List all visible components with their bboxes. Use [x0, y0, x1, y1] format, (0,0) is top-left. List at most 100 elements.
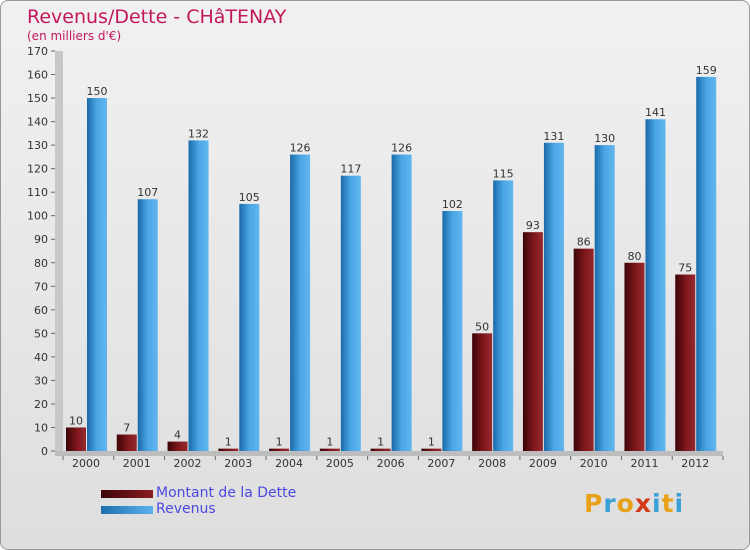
logo-letter: x — [634, 489, 652, 518]
logo-letter: o — [616, 489, 635, 518]
bar-revenus — [442, 211, 463, 451]
bar-dette — [472, 333, 493, 451]
x-tick-label: 2001 — [123, 457, 151, 470]
x-tick-label: 2011 — [630, 457, 658, 470]
y-tick-label: 80 — [34, 257, 48, 270]
x-tick-label: 2005 — [326, 457, 354, 470]
logo-letter: i — [652, 489, 662, 518]
y-tick-label: 20 — [34, 398, 48, 411]
data-label-dette: 50 — [475, 320, 489, 333]
bar-dette — [116, 434, 137, 451]
data-label-dette: 1 — [276, 436, 283, 449]
data-label-dette: 10 — [69, 414, 83, 427]
data-label-revenus: 150 — [87, 85, 108, 98]
bar-dette — [624, 262, 645, 451]
bar-dette — [421, 448, 442, 451]
y-tick-label: 150 — [27, 92, 48, 105]
data-label-dette: 1 — [326, 436, 333, 449]
bar-dette — [218, 448, 239, 451]
legend-label-revenus: Revenus — [156, 501, 216, 517]
bar-revenus — [594, 145, 615, 451]
logo-letter: r — [603, 489, 617, 518]
bar-dette — [675, 274, 696, 451]
data-label-dette: 93 — [526, 219, 540, 232]
bar-revenus — [239, 203, 260, 451]
y-tick-label: 130 — [27, 139, 48, 152]
data-label-dette: 80 — [627, 250, 641, 263]
data-label-revenus: 117 — [340, 163, 361, 176]
y-tick-label: 170 — [27, 45, 48, 58]
y-tick-label: 100 — [27, 210, 48, 223]
data-label-revenus: 130 — [594, 132, 615, 145]
data-label-revenus: 105 — [239, 191, 260, 204]
unit-label: (en milliers d'€) — [27, 29, 122, 43]
legend-swatch-dette — [101, 490, 153, 498]
y-tick-label: 70 — [34, 280, 48, 293]
bar-revenus — [696, 76, 717, 451]
bar-dette — [573, 248, 594, 451]
data-label-revenus: 132 — [188, 127, 209, 140]
bar-dette — [269, 448, 290, 451]
x-tick-label: 2007 — [427, 457, 455, 470]
bar-revenus — [137, 199, 158, 451]
logo-letter: P — [584, 489, 604, 518]
data-label-dette: 4 — [174, 429, 181, 442]
data-label-revenus: 141 — [645, 106, 666, 119]
y-tick-label: 0 — [41, 445, 48, 458]
data-label-dette: 75 — [678, 262, 692, 275]
data-label-dette: 86 — [577, 236, 591, 249]
data-label-revenus: 126 — [391, 142, 412, 155]
y-tick-label: 60 — [34, 304, 48, 317]
y-tick-label: 160 — [27, 69, 48, 82]
bar-revenus — [188, 140, 209, 452]
y-tick-label: 10 — [34, 421, 48, 434]
bar-revenus — [543, 142, 564, 451]
chart-title: Revenus/Dette - CHâTENAY — [27, 6, 287, 28]
bar-revenus — [290, 154, 311, 451]
x-tick-label: 2000 — [72, 457, 100, 470]
x-tick-label: 2006 — [377, 457, 405, 470]
proxiti-logo: Proxiti — [584, 489, 684, 518]
x-tick-label: 2012 — [681, 457, 709, 470]
data-label-revenus: 115 — [493, 167, 514, 180]
x-tick-label: 2004 — [275, 457, 303, 470]
y-tick-label: 30 — [34, 374, 48, 387]
bar-dette — [319, 448, 340, 451]
logo-letter: i — [674, 489, 685, 518]
x-tick-label: 2010 — [580, 457, 608, 470]
data-label-revenus: 107 — [137, 186, 158, 199]
y-tick-label: 90 — [34, 233, 48, 246]
bar-dette — [167, 441, 188, 451]
y-tick-label: 140 — [27, 116, 48, 129]
bar-revenus — [645, 119, 666, 451]
data-label-revenus: 159 — [696, 64, 717, 77]
y-tick-label: 40 — [34, 351, 48, 364]
bar-dette — [522, 232, 543, 451]
bar-revenus — [391, 154, 412, 451]
x-tick-label: 2003 — [224, 457, 252, 470]
bar-revenus — [493, 180, 514, 452]
y-tick-label: 110 — [27, 186, 48, 199]
bar-dette — [370, 448, 391, 451]
data-label-revenus: 102 — [442, 198, 463, 211]
bar-revenus — [87, 98, 107, 451]
bar-revenus — [340, 175, 361, 452]
y-tick-label: 120 — [27, 163, 48, 176]
data-label-revenus: 131 — [543, 130, 564, 143]
data-label-dette: 1 — [225, 436, 232, 449]
x-tick-label: 2009 — [529, 457, 557, 470]
data-label-revenus: 126 — [290, 142, 311, 155]
x-axis-band — [55, 451, 723, 456]
y-axis-band — [55, 51, 63, 451]
data-label-dette: 1 — [377, 436, 384, 449]
legend-label-dette: Montant de la Dette — [156, 485, 297, 501]
legend-swatch-revenus — [101, 506, 153, 514]
data-label-dette: 7 — [123, 422, 130, 435]
x-tick-label: 2002 — [174, 457, 202, 470]
y-tick-label: 50 — [34, 327, 48, 340]
logo-letter: t — [661, 489, 675, 518]
x-tick-label: 2008 — [478, 457, 506, 470]
data-label-dette: 1 — [428, 436, 435, 449]
